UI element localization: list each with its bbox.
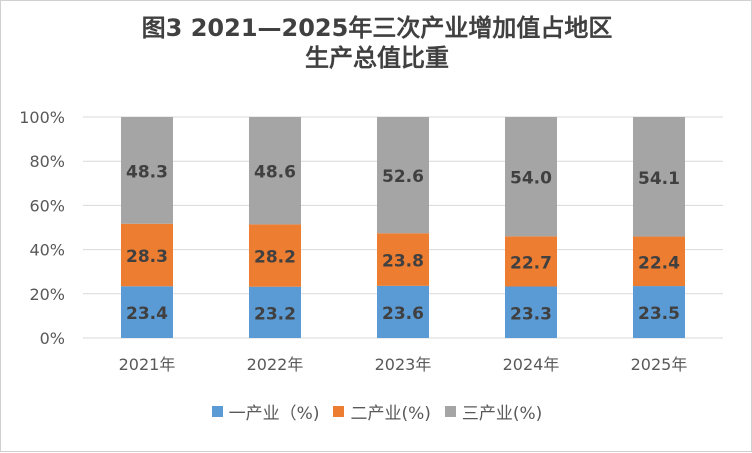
bar-segment — [121, 223, 173, 287]
y-tick-label: 60% — [29, 196, 65, 215]
data-label: 54.0 — [510, 169, 552, 189]
y-tick-label: 40% — [29, 241, 65, 260]
chart-title-line-1: 图3 2021—2025年三次产业增加值占地区 — [141, 14, 613, 42]
data-label: 23.3 — [510, 304, 552, 324]
legend-label-secondary: 二产业(%) — [350, 404, 431, 424]
y-tick-label: 0% — [40, 329, 65, 348]
x-tick-label: 2022年 — [247, 355, 304, 374]
legend-label-tertiary: 三产业(%) — [461, 404, 543, 424]
bar-segment — [633, 236, 685, 287]
chart-title-line-2: 生产总值比重 — [305, 44, 449, 72]
data-label: 54.1 — [638, 169, 680, 189]
data-label: 23.5 — [638, 304, 680, 324]
y-tick-label: 80% — [29, 152, 65, 171]
bar-segment — [505, 236, 557, 287]
data-label: 28.2 — [254, 248, 296, 268]
bar-segment — [377, 233, 429, 286]
bar-segment — [121, 286, 173, 338]
bar-segment — [633, 117, 685, 237]
legend-swatch-secondary — [333, 406, 345, 417]
chart-legend: 一产业（%) 二产业(%) 三产业(%) — [1, 399, 752, 424]
bar-segment — [377, 117, 429, 234]
bar-segment — [377, 285, 429, 338]
bar-segment — [121, 117, 173, 224]
data-label: 52.6 — [382, 167, 424, 187]
legend-swatch-primary — [211, 406, 223, 417]
data-label: 48.6 — [254, 163, 296, 183]
x-tick-label: 2021年 — [119, 355, 176, 374]
legend-item-tertiary: 三产业(%) — [444, 399, 543, 424]
legend-item-secondary: 二产业(%) — [333, 399, 431, 424]
data-label: 22.4 — [638, 253, 680, 273]
bar-segment — [249, 286, 301, 338]
data-label: 23.4 — [126, 304, 168, 324]
data-label: 23.8 — [382, 252, 424, 272]
x-tick-label: 2024年 — [503, 355, 560, 374]
legend-item-primary: 一产业（%) — [211, 399, 320, 424]
bar-segment — [249, 224, 301, 287]
data-label: 48.3 — [126, 162, 168, 182]
bar-segment — [633, 286, 685, 338]
data-label: 23.2 — [254, 304, 296, 324]
data-label: 28.3 — [126, 247, 168, 267]
x-tick-label: 2023年 — [375, 355, 432, 374]
data-label: 23.6 — [382, 304, 424, 324]
legend-swatch-tertiary — [444, 406, 456, 417]
bar-segment — [505, 117, 557, 237]
bar-segment — [505, 286, 557, 338]
data-label: 22.7 — [510, 253, 552, 273]
y-tick-label: 100% — [19, 108, 65, 127]
bar-segment — [249, 117, 301, 225]
x-tick-label: 2025年 — [631, 355, 688, 374]
legend-label-primary: 一产业（%) — [228, 404, 320, 424]
y-tick-label: 20% — [29, 285, 65, 304]
chart-title: 图3 2021—2025年三次产业增加值占地区 生产总值比重 — [1, 13, 752, 73]
